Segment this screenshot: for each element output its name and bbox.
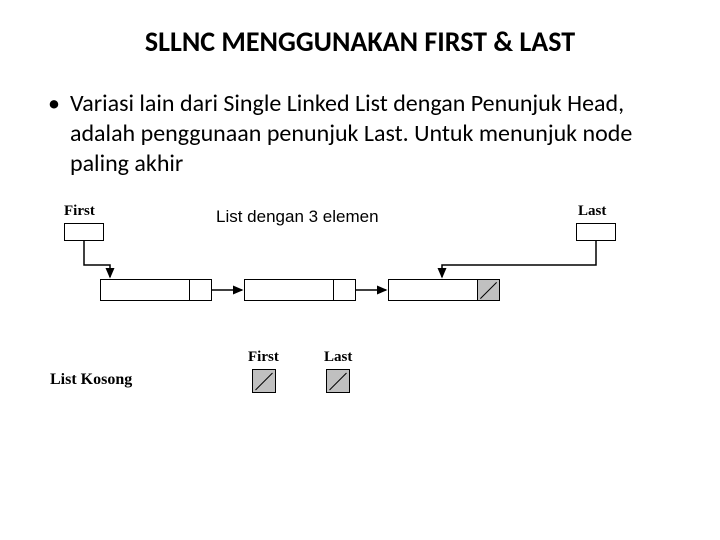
label-empty-last: Last (324, 349, 352, 366)
bullet-dot: • (44, 89, 70, 179)
bullet-text: Variasi lain dari Single Linked List den… (70, 89, 676, 179)
diagram: First Last List dengan 3 elemen List Kos… (44, 201, 676, 481)
empty-last-box (326, 369, 350, 393)
arrows-svg (44, 201, 676, 481)
empty-first-box (252, 369, 276, 393)
page-title: SLLNC MENGGUNAKAN FIRST & LAST (0, 0, 720, 59)
label-empty-first: First (248, 349, 279, 366)
bullet-block: • Variasi lain dari Single Linked List d… (0, 59, 720, 179)
label-empty: List Kosong (50, 371, 132, 389)
